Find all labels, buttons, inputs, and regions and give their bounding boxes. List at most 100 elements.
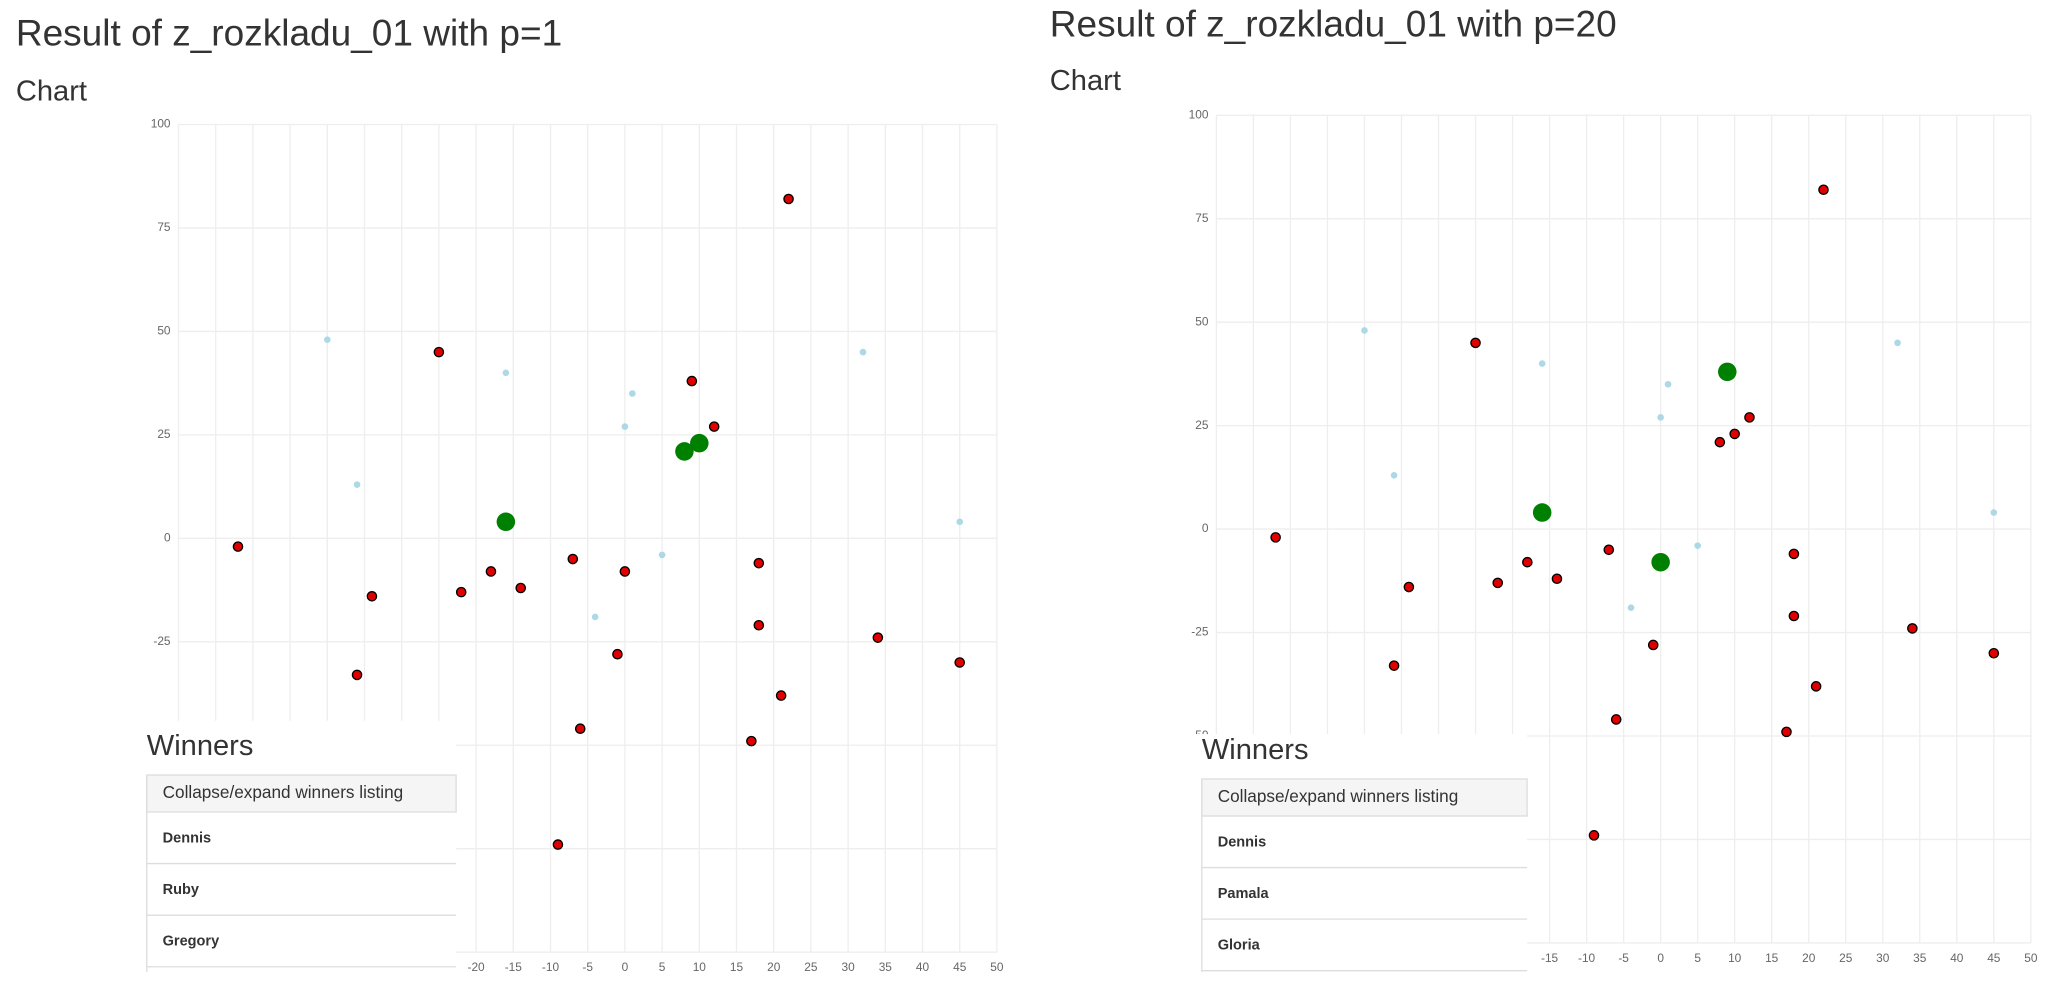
scatter-point bbox=[954, 657, 966, 668]
scatter-point bbox=[1894, 339, 1901, 347]
y-tick-label: -25 bbox=[1191, 625, 1209, 639]
scatter-point bbox=[1810, 681, 1822, 692]
page-title: Result of z_rozkladu_01 with p=20 bbox=[1050, 2, 1617, 44]
chart-heading: Chart bbox=[16, 75, 87, 107]
scatter-point bbox=[455, 586, 467, 598]
x-tick-label: -10 bbox=[1578, 951, 1596, 965]
y-tick-label: 100 bbox=[151, 117, 171, 131]
winners-heading: Winners bbox=[1202, 734, 1309, 766]
scatter-point bbox=[366, 590, 378, 602]
collapse-label[interactable]: Collapse/expand winners listing bbox=[1218, 786, 1459, 806]
scatter-point bbox=[1603, 544, 1615, 556]
x-tick-label: 25 bbox=[804, 960, 818, 974]
y-tick-label: 50 bbox=[1195, 314, 1209, 328]
scatter-point bbox=[1907, 623, 1918, 634]
scatter-point bbox=[872, 632, 884, 643]
y-tick-label: -25 bbox=[153, 634, 171, 648]
x-tick-label: 10 bbox=[1728, 951, 1742, 965]
scatter-point bbox=[1403, 581, 1415, 593]
x-tick-label: 40 bbox=[916, 960, 930, 974]
scatter-point bbox=[1781, 726, 1792, 738]
scatter-point bbox=[1627, 604, 1635, 612]
x-tick-label: 15 bbox=[1765, 951, 1779, 965]
scatter-point bbox=[1647, 639, 1659, 651]
winner-name: Gregory bbox=[163, 933, 220, 949]
scatter-point bbox=[1744, 412, 1755, 423]
y-tick-label: 75 bbox=[1195, 211, 1209, 225]
scatter-point bbox=[746, 735, 757, 747]
scatter-point bbox=[1990, 509, 1998, 516]
scatter-point bbox=[775, 690, 787, 701]
x-tick-label: 30 bbox=[841, 960, 855, 974]
scatter-point bbox=[753, 619, 765, 631]
x-tick-label: -5 bbox=[1618, 951, 1629, 965]
x-tick-label: 35 bbox=[879, 960, 893, 974]
x-tick-label: 20 bbox=[767, 960, 781, 974]
scatter-point bbox=[552, 839, 564, 850]
scatter-point bbox=[1714, 436, 1726, 448]
scatter-point bbox=[1788, 610, 1800, 622]
y-tick-label: 75 bbox=[157, 220, 171, 234]
scatter-point bbox=[612, 648, 623, 660]
scatter-point bbox=[619, 566, 631, 577]
scatter-point bbox=[708, 421, 720, 432]
scatter-point bbox=[1361, 327, 1368, 334]
x-tick-label: -10 bbox=[542, 960, 560, 974]
scatter-point bbox=[690, 433, 709, 453]
scatter-point bbox=[574, 723, 586, 734]
y-tick-label: 50 bbox=[157, 324, 171, 338]
scatter-point bbox=[591, 613, 599, 621]
scatter-point bbox=[567, 553, 579, 565]
scatter-point bbox=[1551, 573, 1563, 585]
x-tick-label: 50 bbox=[2024, 951, 2038, 965]
scatter-point bbox=[323, 336, 331, 344]
chart-heading: Chart bbox=[1050, 65, 1121, 97]
winners-heading: Winners bbox=[147, 730, 254, 762]
winner-name: Gloria bbox=[1218, 937, 1261, 953]
scatter-point bbox=[1651, 552, 1670, 572]
x-tick-label: -15 bbox=[1541, 951, 1559, 965]
x-tick-label: 0 bbox=[1657, 951, 1664, 965]
scatter-point bbox=[232, 541, 244, 552]
scatter-point bbox=[351, 669, 363, 681]
scatter-point bbox=[1492, 577, 1504, 589]
scatter-point bbox=[502, 369, 510, 377]
scatter-point bbox=[485, 566, 497, 577]
x-tick-label: 5 bbox=[1694, 951, 1701, 965]
scatter-point bbox=[1729, 428, 1740, 440]
winner-name: Pamala bbox=[1218, 886, 1270, 902]
scatter-point bbox=[686, 375, 698, 387]
x-tick-label: 35 bbox=[1913, 951, 1927, 965]
scatter-point bbox=[859, 348, 867, 356]
x-tick-label: -5 bbox=[582, 960, 593, 974]
x-tick-label: 15 bbox=[730, 960, 744, 974]
x-tick-label: 30 bbox=[1876, 951, 1890, 965]
scatter-point bbox=[1390, 471, 1398, 479]
x-tick-label: -20 bbox=[468, 960, 486, 974]
y-tick-label: 100 bbox=[1189, 107, 1209, 121]
collapse-header[interactable] bbox=[1201, 778, 1528, 817]
collapse-header[interactable] bbox=[146, 774, 457, 813]
x-tick-label: 50 bbox=[990, 960, 1004, 974]
scatter-point bbox=[675, 442, 694, 461]
scatter-point bbox=[1718, 362, 1737, 382]
scatter-point bbox=[1270, 532, 1281, 543]
x-tick-label: 45 bbox=[953, 960, 967, 974]
scatter-point bbox=[783, 193, 794, 205]
y-tick-label: 25 bbox=[1195, 418, 1209, 432]
scatter-point bbox=[1522, 556, 1533, 568]
scatter-point bbox=[496, 512, 516, 532]
scatter-point bbox=[956, 518, 964, 526]
scatter-point bbox=[1664, 380, 1672, 388]
y-tick-label: 25 bbox=[157, 427, 171, 441]
scatter-point bbox=[1610, 714, 1622, 725]
scatter-point bbox=[629, 390, 636, 397]
collapse-label[interactable]: Collapse/expand winners listing bbox=[163, 782, 404, 802]
page-title: Result of z_rozkladu_01 with p=1 bbox=[16, 12, 562, 54]
scatter-point bbox=[1788, 548, 1800, 560]
scatter-point bbox=[1988, 647, 2000, 659]
x-tick-label: 10 bbox=[693, 960, 707, 974]
scatter-point bbox=[658, 551, 666, 559]
x-tick-label: 45 bbox=[1987, 951, 2001, 965]
